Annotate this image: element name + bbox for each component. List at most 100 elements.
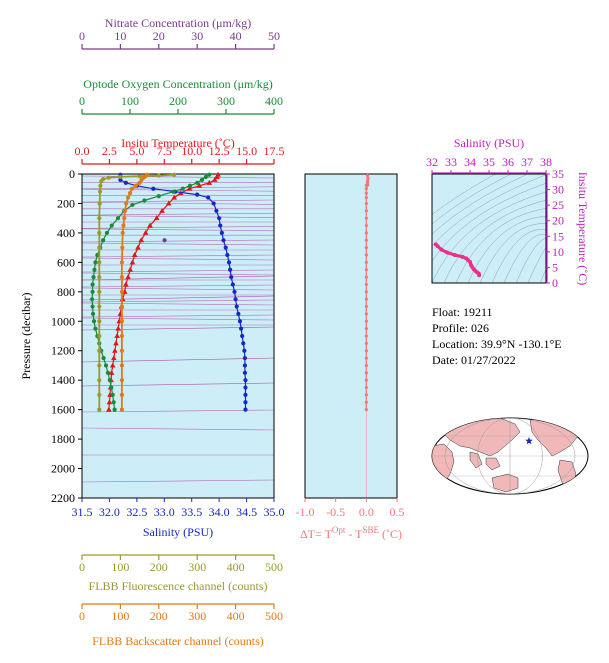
- oxygen-point: [91, 274, 96, 280]
- oxygen-point: [89, 297, 95, 302]
- pressure-tick-label: 2000: [51, 462, 75, 476]
- backscatter-tick-label: 500: [265, 609, 283, 623]
- delta-t-point: [364, 378, 368, 382]
- fluorescence-point: [97, 289, 102, 294]
- density-contour: [527, 247, 546, 283]
- delta-t-point: [364, 268, 368, 272]
- nitrate-tick-label: 10: [114, 29, 126, 43]
- density-contour: [479, 223, 546, 283]
- oxygen-point: [90, 311, 96, 317]
- oxygen-axis-label: Optode Oxygen Concentration (μm/kg): [83, 77, 272, 91]
- temperature-tick-label: 15.0: [236, 144, 257, 158]
- salinity-tick-label: 33.0: [154, 505, 175, 519]
- ts-point: [452, 252, 457, 257]
- temperature-tick-label: 2.5: [102, 144, 117, 158]
- fluorescence-point: [97, 274, 102, 280]
- salinity-point: [238, 326, 244, 331]
- salinity-point: [242, 355, 248, 361]
- temperature-point: [109, 362, 116, 368]
- delta-t-label-part: (˚C): [379, 527, 402, 541]
- delta-t-point: [364, 253, 368, 257]
- density-contour: [432, 174, 512, 225]
- ts-x-tick-label: 32: [426, 155, 438, 169]
- isopycnal-line: [81, 228, 275, 232]
- ts-x-tick-label: 38: [540, 155, 552, 169]
- delta-t-point: [364, 238, 368, 242]
- density-contour: [432, 183, 546, 262]
- pressure-tick-label: 1200: [51, 344, 75, 358]
- isopycnal-line: [81, 284, 275, 288]
- oxygen-series: [89, 172, 212, 412]
- oxygen-point: [93, 326, 98, 331]
- delta-t-point: [364, 349, 368, 353]
- ts-y-tick-label: 30: [552, 183, 564, 197]
- delta-t-frame: [304, 173, 398, 499]
- fluorescence-point: [97, 333, 102, 339]
- backscatter-tick-label: 300: [188, 609, 206, 623]
- temperature-point: [112, 347, 118, 353]
- isopycnal-line: [81, 239, 275, 243]
- fluorescence-point: [97, 392, 102, 398]
- salinity-axis: 31.5 32.0 32.5 33.0 33.5 34.0 34.5 35.0 Salinity…: [72, 498, 285, 539]
- isopycnal-line: [81, 357, 275, 363]
- temperature-point: [125, 274, 131, 280]
- backscatter-point: [127, 191, 133, 196]
- temperature-point: [171, 194, 177, 200]
- pressure-tick-label: 1000: [51, 314, 75, 328]
- delta-t-point: [364, 195, 368, 200]
- salinity-point: [243, 378, 248, 383]
- ts-series: [433, 242, 482, 278]
- temperature-tick-label: 7.5: [157, 144, 172, 158]
- star-icon: [525, 437, 533, 445]
- delta-t-point: [364, 201, 368, 206]
- temperature-point: [106, 406, 112, 412]
- pressure-tick-label: 800: [57, 285, 75, 299]
- ts-density-contours: [432, 174, 546, 283]
- salinity-point: [229, 274, 234, 280]
- oxygen-point: [111, 400, 116, 405]
- ts-x-tick-label: 36: [502, 155, 514, 169]
- isopycnal-line: [81, 215, 275, 218]
- temperature-tick-label: 12.5: [209, 144, 230, 158]
- delta-t-tick-label: 0.5: [390, 505, 405, 519]
- delta-t-point: [364, 400, 368, 404]
- fluorescence-tick-label: 100: [111, 560, 129, 574]
- isopycnal-line: [81, 295, 275, 301]
- oxygen-tick-label: 300: [217, 94, 235, 108]
- backscatter-point: [125, 195, 131, 200]
- oxygen-point: [207, 172, 212, 177]
- delta-t-point: [366, 176, 370, 181]
- isopycnal-line: [81, 302, 275, 306]
- isopycnal-line: [81, 314, 275, 318]
- fluorescence-point: [98, 183, 103, 188]
- backscatter-point: [119, 304, 125, 309]
- temperature-tick-label: 0.0: [75, 144, 90, 158]
- oxygen-point: [107, 378, 112, 383]
- temperature-point: [142, 229, 149, 235]
- backscatter-series: [119, 172, 150, 412]
- oxygen-point: [103, 363, 109, 368]
- fluorescence-point: [97, 348, 102, 353]
- ts-y-tick-label: 15: [552, 229, 564, 243]
- salinity-series: [118, 172, 248, 412]
- salinity-point: [243, 407, 248, 412]
- salinity-tick-label: 31.5: [72, 505, 93, 519]
- ts-x-tick-label: 33: [445, 155, 457, 169]
- density-contour: [443, 199, 546, 283]
- fluorescence-tick-label: 400: [227, 560, 245, 574]
- location-map: [431, 417, 589, 495]
- backscatter-tick-label: 0: [79, 609, 85, 623]
- fluorescence-point: [97, 216, 102, 221]
- fluorescence-point: [97, 260, 102, 265]
- oxygen-tick-label: 400: [265, 94, 283, 108]
- delta-t-point: [364, 282, 368, 287]
- backscatter-axis-label: FLBB Backscatter channel (counts): [92, 634, 264, 648]
- delta-t-label-part: ΔT= T: [300, 527, 333, 541]
- nitrate-tick-label: 0: [79, 29, 85, 43]
- backscatter-point: [120, 245, 125, 250]
- delta-t-series: -1.0 -0.5 0.0 0.5 ΔT= TOpt - TSBE (˚C): [296, 173, 405, 541]
- oxygen-point: [180, 186, 185, 191]
- pressure-tick-label: 600: [57, 255, 75, 269]
- pressure-tick-label: 1600: [51, 403, 75, 417]
